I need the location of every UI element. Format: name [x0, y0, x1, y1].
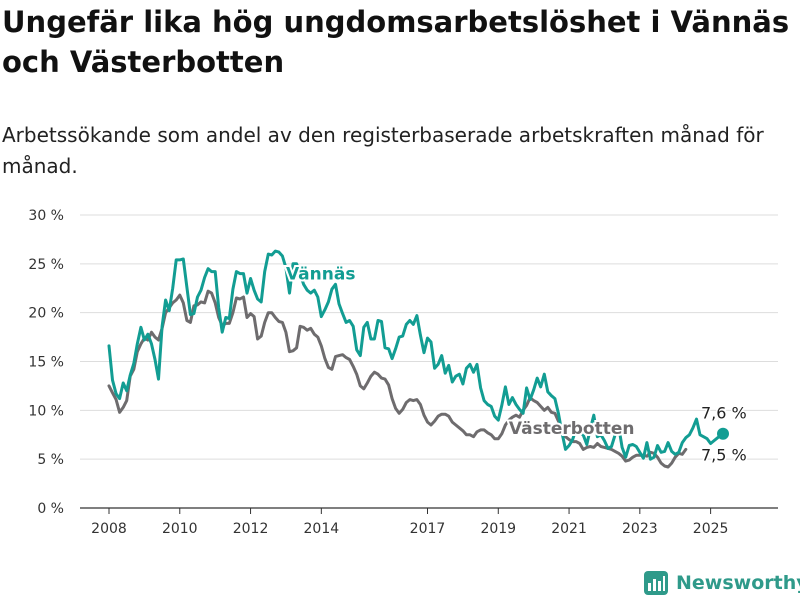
x-tick-label: 2023: [622, 521, 658, 537]
brand-logo: Newsworthy: [644, 568, 800, 598]
x-tick-label: 2012: [233, 521, 269, 537]
x-tick-label: 2008: [91, 521, 127, 537]
chart-title: Ungefär lika hög ungdomsarbetslöshet i V…: [2, 5, 790, 79]
chart-subtitle: Arbetssökande som andel av den registerb…: [2, 123, 764, 178]
series-line-vannas: [107, 249, 725, 461]
y-tick-label: 10 %: [28, 403, 64, 419]
annotation-labels: Vännäs Västerbotten 7,6 % 7,5 %: [284, 263, 748, 466]
line-chart: 0 % 5 % 10 % 15 % 20 % 25 % 30 % 2008 2010 2012 20…: [28, 208, 778, 537]
grid-lines: [80, 214, 778, 509]
y-tick-label: 20 %: [28, 306, 64, 322]
x-tick-label: 2014: [304, 521, 340, 537]
y-tick-label: 25 %: [28, 257, 64, 273]
series-name-label: Västerbotten: [509, 419, 635, 439]
x-tick-label: 2010: [162, 521, 198, 537]
y-tick-label: 0 %: [37, 501, 64, 517]
y-tick-label: 30 %: [28, 208, 64, 224]
bar-chart-logo-icon: [644, 571, 668, 595]
axes: 0 % 5 % 10 % 15 % 20 % 25 % 30 % 2008 2010 2012 20…: [28, 208, 728, 537]
x-tick-label: 2019: [480, 521, 516, 537]
series-name-label: Vännäs: [286, 265, 356, 285]
brand-name: Newsworthy: [676, 572, 800, 594]
series-end-value-label: 7,6 %: [701, 403, 747, 422]
y-tick-label: 5 %: [37, 452, 64, 468]
x-tick-label: 2017: [410, 521, 446, 537]
series-line-vasterbotten: [107, 289, 688, 469]
series-end-value-label: 7,5 %: [701, 445, 747, 464]
y-tick-label: 15 %: [28, 355, 64, 371]
x-tick-label: 2021: [551, 521, 587, 537]
x-tick-label: 2025: [693, 521, 729, 537]
series-lines: [107, 249, 729, 469]
vannas-end-point: [716, 427, 729, 440]
